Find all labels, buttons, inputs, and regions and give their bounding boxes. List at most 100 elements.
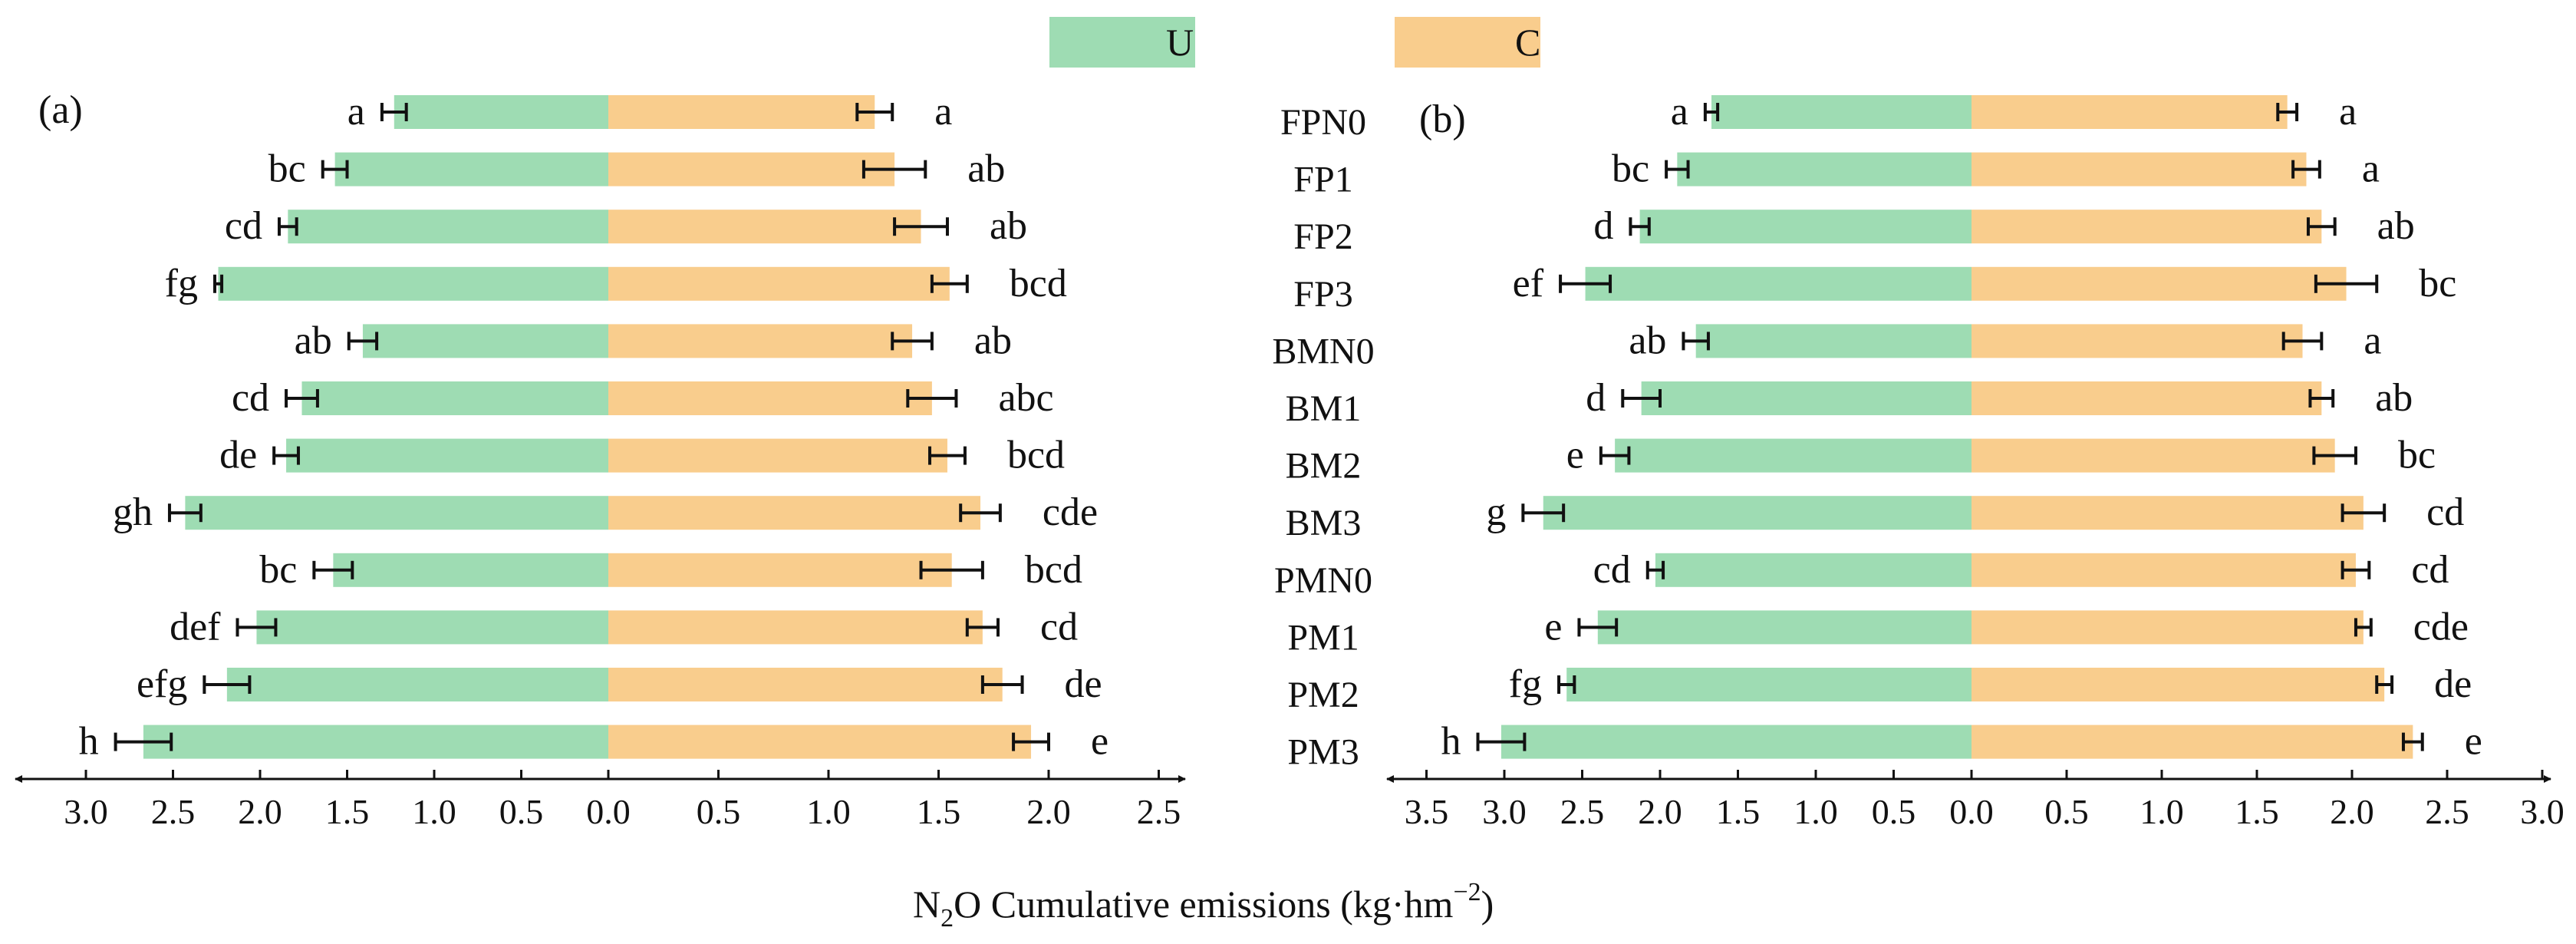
letter-c-bm1: ab bbox=[2375, 376, 2413, 420]
legend-label-u: U bbox=[1166, 21, 1194, 64]
letter-u-pm2: fg bbox=[1509, 662, 1542, 706]
x-tick-label: 1.5 bbox=[917, 792, 961, 831]
x-axis-title: N2O Cumulative emissions (kg·hm−2) bbox=[913, 878, 1494, 932]
bar-c-bm2 bbox=[1972, 438, 2335, 473]
bar-u-pm3 bbox=[1500, 725, 1972, 759]
legend: U C bbox=[1049, 17, 1540, 68]
x-tick-label: 2.5 bbox=[1137, 792, 1181, 831]
bar-c-bm1 bbox=[608, 381, 932, 415]
category-label-bm1: BM1 bbox=[1286, 388, 1362, 429]
bar-c-pm1 bbox=[608, 610, 983, 645]
bar-c-pm2 bbox=[608, 668, 1003, 701]
letter-u-pm3: h bbox=[1441, 720, 1461, 764]
letter-u-fpn0: a bbox=[348, 90, 365, 134]
category-label-fpn0: FPN0 bbox=[1280, 102, 1366, 143]
category-label-pm1: PM1 bbox=[1287, 617, 1359, 658]
x-tick-label: 2.0 bbox=[238, 792, 282, 831]
letter-c-pmn0: cd bbox=[2411, 548, 2449, 592]
bar-c-fp3 bbox=[608, 266, 950, 301]
bar-u-bm3 bbox=[1543, 496, 1972, 530]
bar-c-bmn0 bbox=[1972, 324, 2303, 358]
letter-c-pm2: de bbox=[1065, 662, 1102, 706]
bar-u-fp3 bbox=[1585, 266, 1972, 301]
x-tick-label: 1.5 bbox=[325, 792, 370, 831]
x-tick-label: 0.5 bbox=[697, 792, 741, 831]
bar-u-pm1 bbox=[256, 610, 608, 645]
bar-u-bmn0 bbox=[362, 324, 608, 358]
letter-u-fp2: d bbox=[1593, 204, 1613, 248]
category-label-fp1: FP1 bbox=[1293, 160, 1352, 200]
letter-u-pm1: e bbox=[1544, 605, 1562, 649]
bar-c-pmn0 bbox=[1972, 553, 2356, 587]
bar-c-fp1 bbox=[1972, 152, 2307, 186]
x-tick-label: 2.0 bbox=[1638, 792, 1682, 831]
letter-u-bm1: cd bbox=[232, 376, 269, 420]
x-axis-title-rest: O Cumulative emissions (kg·hm bbox=[954, 883, 1453, 926]
x-tick-label: 0.5 bbox=[1872, 792, 1916, 831]
bar-c-fp1 bbox=[608, 152, 895, 186]
bar-u-bm1 bbox=[301, 381, 608, 415]
letter-u-bm2: de bbox=[219, 434, 257, 477]
x-axis-title-end: ) bbox=[1481, 883, 1494, 926]
letter-u-fp2: cd bbox=[225, 204, 262, 248]
x-tick-label: 2.0 bbox=[2330, 792, 2374, 831]
legend-swatch-u bbox=[1049, 17, 1195, 68]
x-tick-label: 2.5 bbox=[1560, 792, 1605, 831]
bar-c-fp3 bbox=[1972, 266, 2347, 301]
bar-c-pm3 bbox=[608, 725, 1032, 759]
letter-u-fp3: fg bbox=[165, 262, 198, 305]
x-tick-label: 1.0 bbox=[806, 792, 851, 831]
bar-u-fpn0 bbox=[1711, 95, 1972, 129]
x-tick-label: 0.5 bbox=[499, 792, 544, 831]
panel-label-b: (b) bbox=[1419, 97, 1466, 141]
bar-u-pm2 bbox=[226, 668, 608, 701]
bar-u-bm3 bbox=[185, 496, 608, 530]
letter-u-bm3: gh bbox=[113, 490, 153, 534]
bar-c-pmn0 bbox=[608, 553, 952, 587]
letter-c-fp3: bc bbox=[2419, 262, 2456, 305]
bar-u-bm2 bbox=[1615, 438, 1972, 473]
x-tick-label: 3.0 bbox=[2520, 792, 2564, 831]
x-tick-label: 3.0 bbox=[64, 792, 108, 831]
bar-u-fp1 bbox=[1677, 152, 1972, 186]
bar-u-pmn0 bbox=[1655, 553, 1972, 587]
letter-c-fp1: a bbox=[2362, 147, 2380, 191]
x-tick-label: 2.5 bbox=[2425, 792, 2469, 831]
x-tick-label: 2.0 bbox=[1026, 792, 1071, 831]
bar-c-pm1 bbox=[1972, 610, 2364, 645]
legend-swatch-c bbox=[1395, 17, 1540, 68]
x-tick-label: 3.0 bbox=[1482, 792, 1527, 831]
category-label-bm2: BM2 bbox=[1286, 446, 1362, 487]
letter-c-fp2: ab bbox=[2377, 204, 2415, 248]
bar-u-bmn0 bbox=[1695, 324, 1972, 358]
bar-u-bm2 bbox=[286, 438, 608, 473]
x-tick-label: 1.0 bbox=[412, 792, 456, 831]
x-axis-title-sup: −2 bbox=[1453, 878, 1481, 906]
bar-c-fpn0 bbox=[608, 95, 875, 129]
category-label-bmn0: BMN0 bbox=[1272, 331, 1374, 371]
bar-c-bm2 bbox=[608, 438, 947, 473]
letter-c-bmn0: ab bbox=[974, 319, 1012, 362]
bar-c-pm3 bbox=[1972, 725, 2413, 759]
bar-c-bm3 bbox=[608, 496, 981, 530]
bar-u-fp2 bbox=[1639, 210, 1972, 244]
bar-c-fpn0 bbox=[1972, 95, 2288, 129]
x-tick-label: 1.0 bbox=[1794, 792, 1838, 831]
letter-u-fpn0: a bbox=[1671, 90, 1688, 134]
bar-u-pm2 bbox=[1566, 668, 1972, 701]
x-tick-label: 3.5 bbox=[1405, 792, 1449, 831]
x-tick-label: 2.5 bbox=[151, 792, 196, 831]
category-label-fp2: FP2 bbox=[1293, 216, 1352, 257]
letter-c-fpn0: a bbox=[934, 90, 952, 134]
category-label-pm2: PM2 bbox=[1287, 675, 1359, 715]
legend-label-c: C bbox=[1515, 21, 1540, 64]
bar-u-fpn0 bbox=[394, 95, 608, 129]
x-axis-title-sub: 2 bbox=[940, 904, 954, 932]
category-label-pmn0: PMN0 bbox=[1274, 560, 1372, 601]
letter-c-bm1: abc bbox=[998, 376, 1053, 420]
letter-u-bm2: e bbox=[1566, 434, 1584, 477]
letter-c-pm1: cd bbox=[1040, 605, 1078, 649]
x-tick-label: 0.5 bbox=[2044, 792, 2089, 831]
